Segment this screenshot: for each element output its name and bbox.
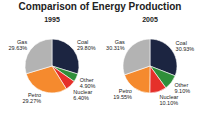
- svg-text:Gas29.63%: Gas29.63%: [8, 38, 27, 50]
- svg-text:Other4.90%: Other4.90%: [80, 77, 96, 89]
- svg-text:Coal30.93%: Coal30.93%: [176, 40, 195, 52]
- svg-text:Other9.10%: Other9.10%: [175, 82, 191, 94]
- svg-text:Coal29.80%: Coal29.80%: [77, 39, 96, 51]
- svg-text:Gas30.31%: Gas30.31%: [106, 39, 125, 51]
- svg-text:Petro19.55%: Petro19.55%: [113, 88, 132, 100]
- svg-text:Petro29.27%: Petro29.27%: [22, 92, 41, 104]
- svg-text:Nuclear10.10%: Nuclear10.10%: [159, 94, 178, 106]
- svg-text:1995: 1995: [44, 16, 60, 23]
- svg-text:2005: 2005: [142, 16, 158, 23]
- html-text:Comparison of Energy Productio: Comparison of Energy Production: [18, 1, 182, 12]
- svg-text:Nuclear6.40%: Nuclear6.40%: [73, 89, 92, 101]
